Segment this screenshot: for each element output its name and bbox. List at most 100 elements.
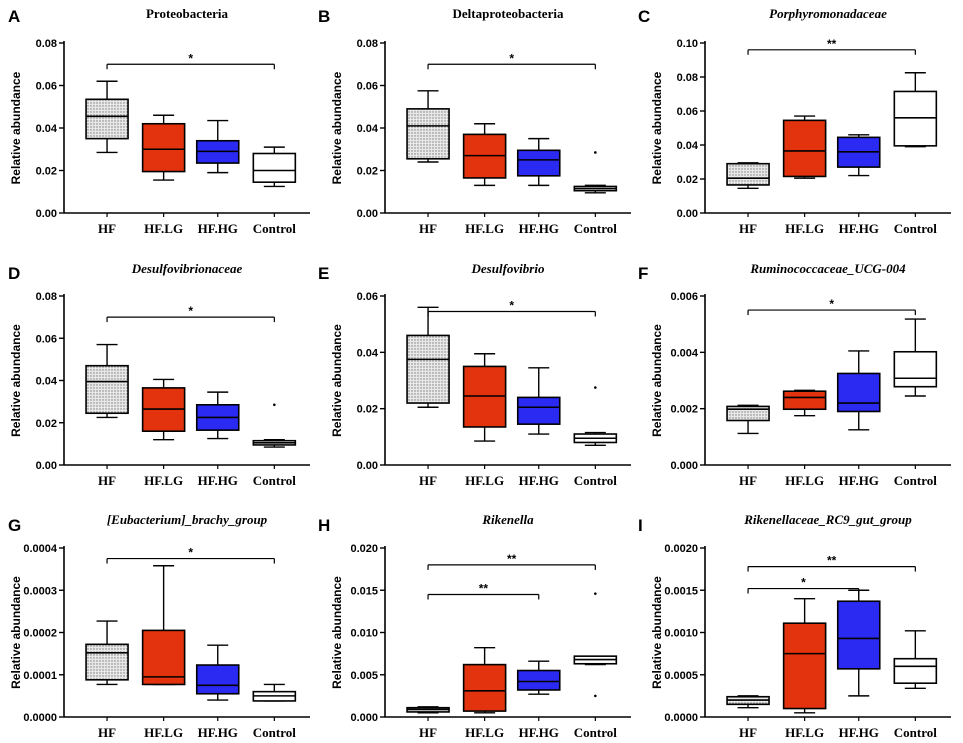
box-body — [893, 90, 938, 147]
y-tick-label: 0.0000 — [23, 712, 57, 724]
x-tick-label: HF.HG — [519, 725, 559, 740]
significance-label: * — [801, 576, 806, 590]
box-hf-hg — [516, 660, 561, 695]
outlier-point — [594, 151, 597, 154]
x-tick-label: HF.HG — [839, 725, 879, 740]
x-tick-label: HF — [98, 473, 116, 488]
significance-bracket: ** — [747, 37, 916, 55]
box-hf-hg — [195, 119, 240, 174]
panel-title: Porphyromonadaceae — [769, 6, 887, 21]
y-tick-label: 0.005 — [350, 670, 378, 682]
box-body — [406, 108, 450, 160]
box-control — [252, 683, 297, 702]
x-tick-label: HF.HG — [198, 725, 238, 740]
box-hf-lg — [141, 378, 186, 441]
box-hf — [406, 90, 450, 163]
box-hf-hg — [516, 367, 561, 435]
panel-title: [Eubacterium]_brachy_group — [107, 512, 268, 527]
box-body — [195, 664, 240, 695]
box-control — [252, 146, 297, 188]
significance-label: ** — [827, 554, 837, 568]
box-control — [573, 386, 618, 446]
y-axis-label: Relative abundance — [9, 324, 23, 437]
y-tick-label: 0.06 — [36, 333, 57, 345]
y-axis-label: Relative abundance — [650, 324, 664, 437]
x-tick-label: HF — [739, 221, 757, 236]
significance-bracket: ** — [747, 554, 916, 572]
panel-letter: F — [638, 264, 648, 283]
y-axis-label: Relative abundance — [650, 576, 664, 689]
x-tick-label: HF.HG — [519, 221, 559, 236]
y-tick-label: 0.006 — [670, 291, 698, 303]
x-tick-label: Control — [253, 725, 296, 740]
box-body — [252, 152, 297, 183]
x-tick-label: Control — [894, 473, 937, 488]
box-hf-lg — [141, 114, 186, 181]
x-tick-label: HF — [419, 221, 437, 236]
panel-title: Rikenella — [481, 512, 534, 527]
outlier-point — [594, 694, 597, 698]
y-tick-label: 0.02 — [677, 174, 698, 186]
significance-label: * — [509, 51, 514, 65]
panel-c: C Porphyromonadaceae 0.00 0.02 0.04 0.06 0.08 0… — [638, 6, 951, 236]
panel-letter: G — [8, 516, 21, 535]
significance-bracket: * — [427, 298, 596, 317]
y-tick-label: 0.010 — [350, 628, 378, 640]
y-tick-label: 0.0001 — [23, 670, 57, 682]
panel-letter: D — [8, 264, 20, 283]
panel-e: E Desulfovibrio 0.00 0.02 0.04 0.06 Relative a… — [318, 261, 631, 488]
y-tick-label: 0.04 — [36, 123, 58, 135]
box-hf-lg — [782, 389, 827, 417]
x-tick-label: HF.HG — [839, 473, 879, 488]
box-control — [573, 592, 618, 698]
x-tick-label: Control — [894, 221, 937, 236]
y-tick-label: 0.00 — [36, 460, 57, 472]
significance-bracket: * — [427, 51, 596, 70]
y-tick-label: 0.0004 — [23, 543, 58, 555]
significance-bracket: ** — [427, 581, 540, 600]
box-hf-hg — [195, 644, 240, 701]
y-tick-label: 0.02 — [357, 166, 378, 178]
panel-title: Deltaproteobacteria — [453, 6, 564, 21]
y-tick-label: 0.000 — [350, 712, 378, 724]
box-body — [893, 350, 938, 388]
x-tick-label: HF — [98, 221, 116, 236]
panel-d: D Desulfovibrionaceae 0.00 0.02 0.04 0.06 0.08… — [8, 261, 310, 488]
panel-b: B Deltaproteobacteria 0.00 0.02 0.04 0.06 0.08… — [318, 6, 631, 236]
significance-label: * — [188, 51, 193, 65]
x-tick-label: HF — [419, 473, 437, 488]
x-tick-label: Control — [574, 473, 617, 488]
panel-g: G [Eubacterium]_brachy_group 0.0000 0.0001 0… — [8, 512, 310, 740]
box-control — [252, 403, 297, 448]
y-tick-label: 0.06 — [357, 81, 378, 93]
box-hf — [726, 404, 770, 435]
x-tick-label: HF.LG — [785, 473, 824, 488]
panel-letter: B — [318, 7, 330, 26]
box-body — [406, 334, 450, 404]
box-hf-lg — [782, 115, 827, 179]
panel-title: Desulfovibrio — [471, 261, 545, 276]
box-body — [85, 364, 129, 415]
panel-i: I Rikenellaceae_RC9_gut_group 0.0000 0.0005… — [638, 512, 951, 740]
box-body — [782, 119, 827, 178]
y-axis-label: Relative abundance — [330, 324, 344, 437]
significance-label: ** — [479, 581, 489, 595]
box-hf-lg — [782, 598, 827, 714]
box-body — [782, 622, 827, 710]
panel-letter: C — [638, 7, 650, 26]
x-tick-label: HF.LG — [465, 221, 504, 236]
x-tick-label: HF — [739, 725, 757, 740]
outlier-point — [273, 403, 276, 407]
box-hf — [85, 80, 129, 154]
x-tick-label: Control — [574, 221, 617, 236]
box-hf — [726, 162, 770, 190]
y-tick-label: 0.0010 — [664, 628, 698, 640]
box-body — [141, 122, 186, 173]
box-hf — [406, 306, 450, 408]
box-hf-lg — [141, 565, 186, 686]
x-tick-label: HF.LG — [465, 473, 504, 488]
box-control — [893, 630, 938, 689]
y-tick-label: 0.00 — [36, 208, 57, 220]
significance-label: ** — [507, 552, 517, 566]
